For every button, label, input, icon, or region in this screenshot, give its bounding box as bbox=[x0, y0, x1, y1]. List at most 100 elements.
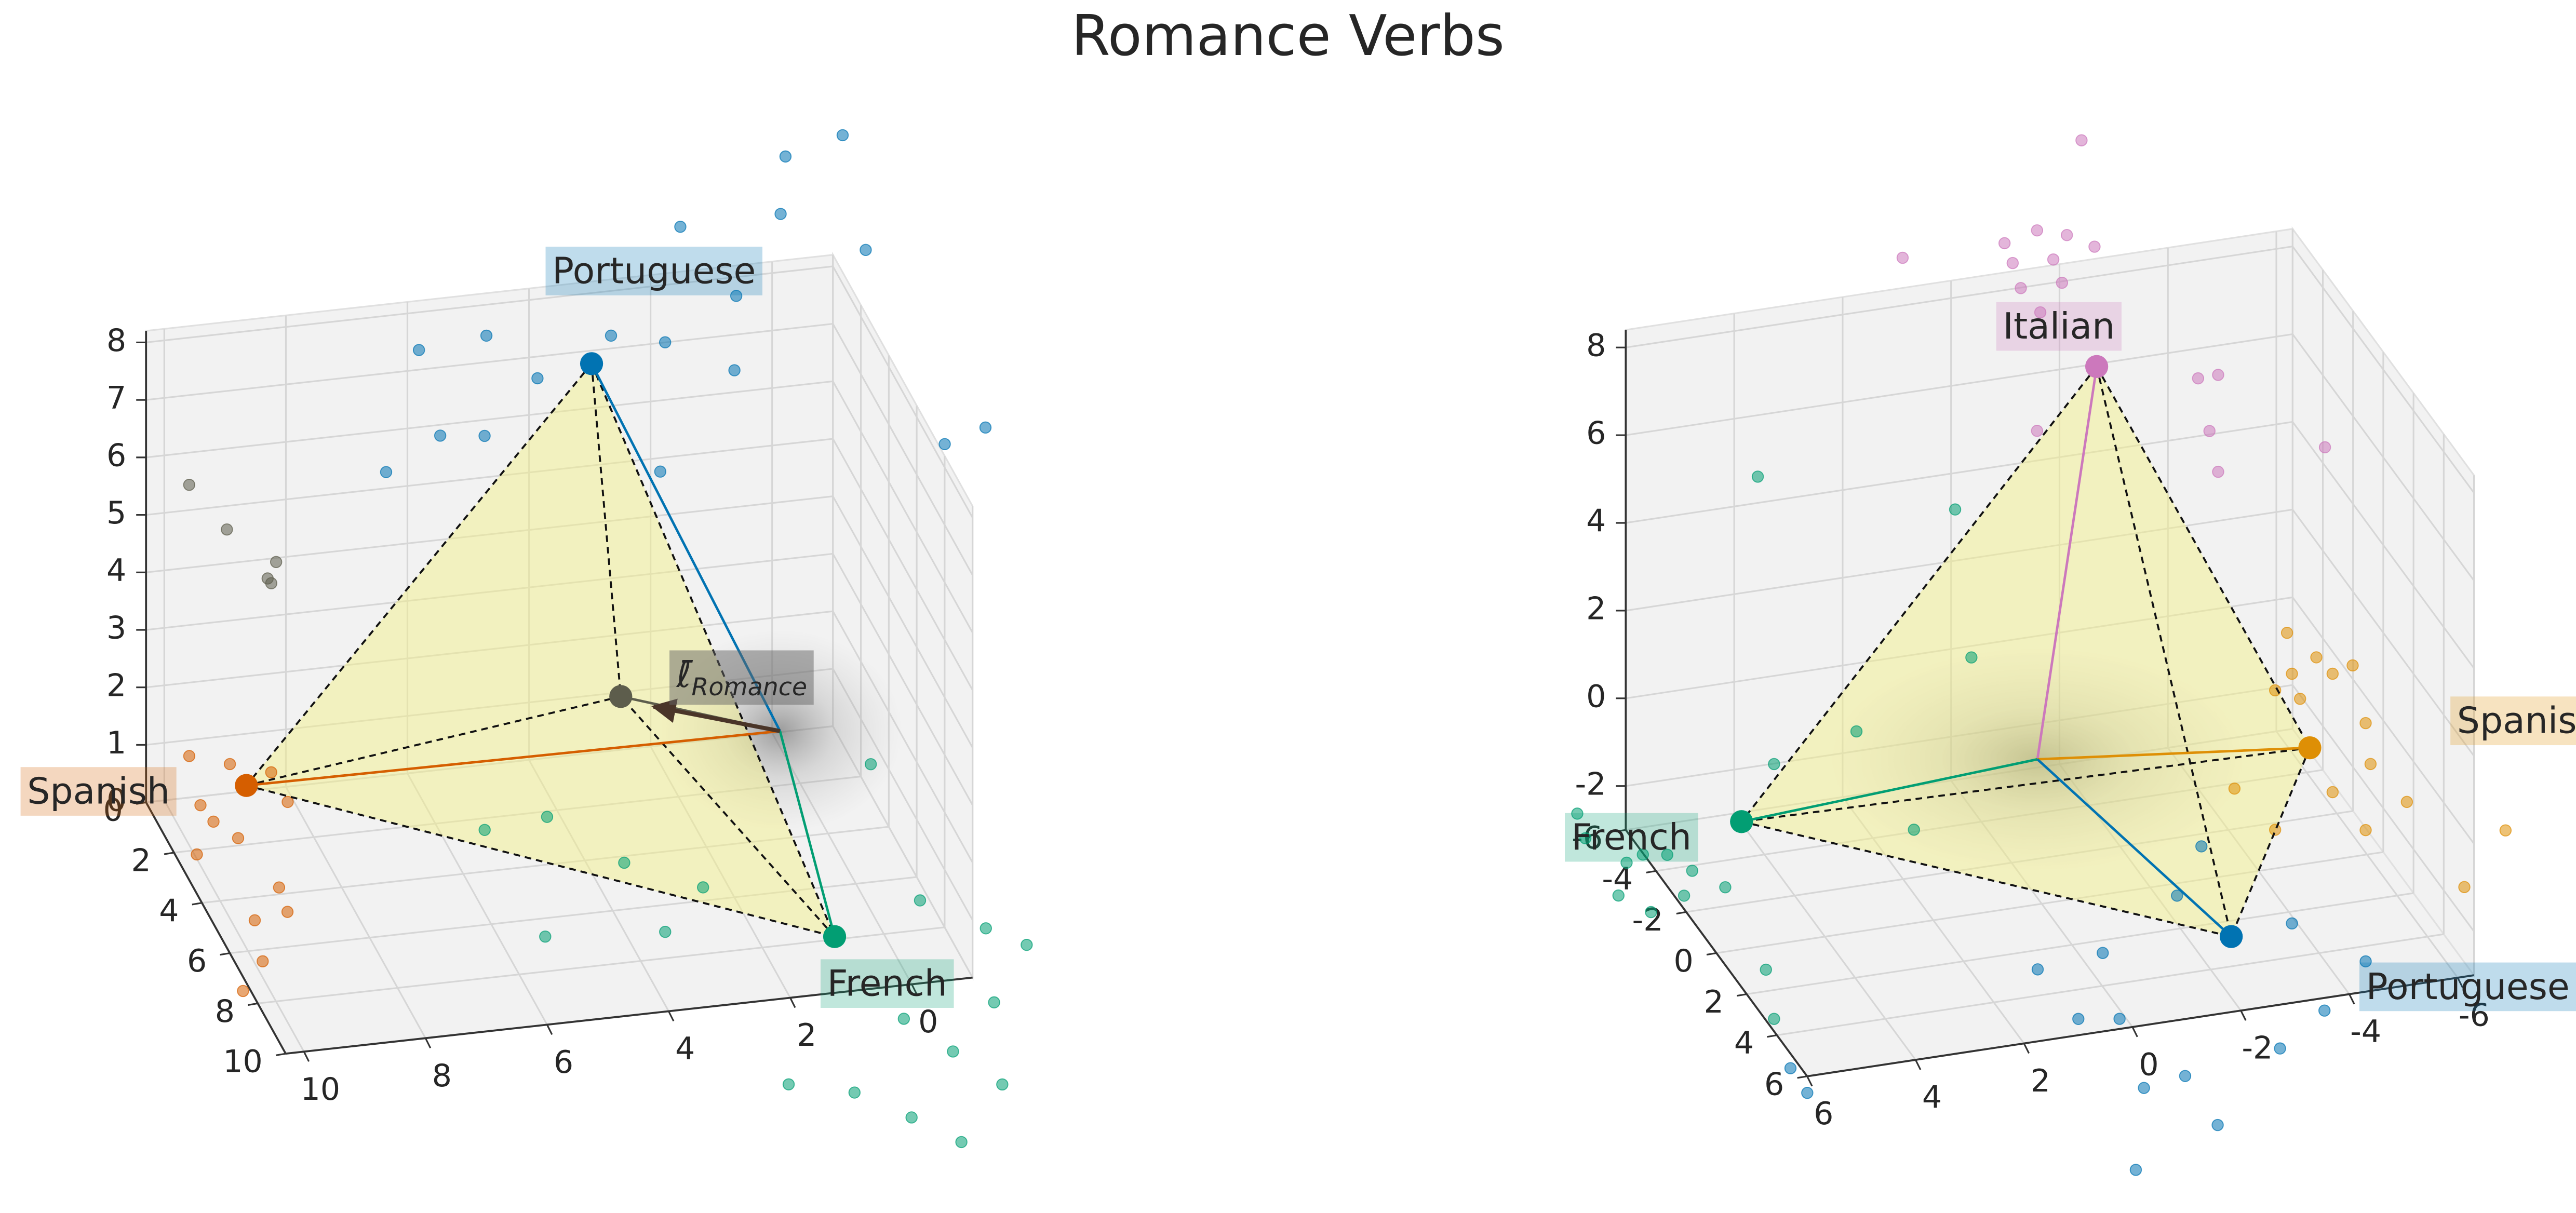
vertex-label: Spanish bbox=[27, 771, 170, 813]
z-tick-label: 1 bbox=[106, 725, 126, 761]
scatter-point bbox=[1579, 832, 1592, 845]
scatter-point bbox=[1636, 848, 1649, 861]
scatter-point bbox=[914, 894, 927, 907]
scatter-point bbox=[2228, 782, 2241, 795]
vertex-label-box bbox=[2450, 696, 2576, 746]
scatter-point bbox=[1908, 824, 1920, 836]
scatter-point bbox=[1620, 856, 1633, 869]
scatter-point bbox=[281, 906, 294, 918]
y-tick-label: 6 bbox=[187, 943, 207, 979]
scatter-point bbox=[2129, 1164, 2142, 1176]
scatter-point bbox=[836, 129, 849, 142]
scatter-point bbox=[2364, 758, 2377, 771]
scatter-point bbox=[2056, 276, 2069, 289]
x-tick-mark bbox=[303, 1051, 310, 1062]
scatter-point bbox=[697, 881, 709, 894]
scatter-point bbox=[1801, 1086, 1814, 1099]
scatter-point bbox=[2171, 889, 2183, 902]
y-tick-mark bbox=[1646, 870, 1656, 874]
scatter-point bbox=[848, 1086, 861, 1099]
y-tick-label: 2 bbox=[1704, 984, 1724, 1020]
panel: 02468100246810012345678PortugueseSpanish… bbox=[20, 129, 1033, 1149]
vertex-point bbox=[580, 352, 603, 375]
scatter-point bbox=[897, 1013, 910, 1025]
grid-line bbox=[146, 552, 833, 631]
grid-line bbox=[146, 380, 833, 459]
scatter-point bbox=[654, 465, 667, 478]
annotation-subscript: Romance bbox=[691, 673, 807, 702]
scatter-point bbox=[2359, 955, 2372, 968]
x-tick-mark bbox=[2349, 993, 2355, 1005]
z-tick-label: 4 bbox=[106, 552, 126, 589]
scatter-point bbox=[1751, 470, 1764, 483]
vertex-label: Italian bbox=[2003, 305, 2115, 347]
z-tick-label: 0 bbox=[1586, 678, 1606, 715]
scatter-point bbox=[380, 466, 393, 478]
x-tick-label: 6 bbox=[1814, 1096, 1833, 1132]
scatter-point bbox=[2113, 1013, 2126, 1025]
simplex-edge bbox=[591, 363, 836, 937]
x-tick-mark bbox=[2023, 1043, 2030, 1054]
simplex-edge bbox=[246, 784, 835, 938]
scatter-point bbox=[2326, 667, 2339, 680]
scatter-point bbox=[1949, 503, 1962, 516]
scatter-point bbox=[996, 1078, 1009, 1091]
y-tick-label: 4 bbox=[159, 893, 179, 929]
grid-line bbox=[832, 266, 974, 518]
vertex-label-box bbox=[1565, 813, 1698, 862]
x-tick-label: -4 bbox=[2350, 1014, 2381, 1050]
scatter-point bbox=[248, 914, 261, 927]
scatter-point bbox=[2006, 257, 2019, 269]
scatter-point bbox=[2269, 684, 2282, 697]
scatter-point bbox=[605, 329, 618, 342]
scatter-point bbox=[2212, 369, 2224, 381]
scatter-point bbox=[2310, 651, 2323, 664]
scatter-point bbox=[2060, 229, 2073, 241]
vertex-label: Portuguese bbox=[2366, 966, 2570, 1008]
grid-line bbox=[230, 876, 917, 954]
annotation-label: ℓ̄Romance bbox=[676, 654, 807, 702]
scatter-point bbox=[2499, 824, 2512, 837]
grid-line bbox=[1626, 596, 2293, 699]
scatter-point bbox=[1768, 1013, 1780, 1025]
vertex-label: Spanish bbox=[2457, 700, 2576, 742]
scatter-point bbox=[2326, 786, 2339, 799]
x-tick-mark bbox=[789, 997, 796, 1008]
scatter-point bbox=[265, 577, 278, 589]
simplex-edge bbox=[1741, 820, 2232, 938]
grid-line bbox=[146, 323, 833, 401]
y-tick-mark bbox=[192, 902, 203, 906]
x-tick-mark bbox=[2131, 1027, 2138, 1037]
scatter-point bbox=[478, 824, 491, 836]
scatter-point bbox=[2031, 963, 2044, 976]
vertex-point bbox=[235, 774, 258, 797]
grid-line bbox=[1626, 508, 2293, 612]
x-tick-label: -2 bbox=[2242, 1030, 2273, 1067]
simplex-edge bbox=[2096, 366, 2311, 749]
scatter-point bbox=[2286, 667, 2298, 680]
grid-line bbox=[202, 826, 889, 904]
scatter-point bbox=[207, 815, 220, 828]
x-tick-label: 8 bbox=[432, 1058, 452, 1094]
grid-line bbox=[1626, 421, 2293, 524]
scatter-point bbox=[223, 758, 236, 771]
scatter-point bbox=[2097, 947, 2109, 959]
scatter-point bbox=[1645, 906, 1657, 919]
x-tick-label: 10 bbox=[301, 1071, 340, 1108]
vertex-point bbox=[2298, 736, 2322, 760]
scatter-point bbox=[2293, 693, 2306, 705]
scatter-point bbox=[980, 922, 992, 935]
vertex-label-box bbox=[820, 959, 954, 1008]
x-tick-mark bbox=[668, 1010, 675, 1022]
grid-line bbox=[2292, 421, 2475, 669]
scatter-point bbox=[618, 856, 630, 869]
scatter-point bbox=[273, 881, 286, 894]
scatter-point bbox=[2400, 796, 2413, 808]
centroid-line bbox=[2036, 758, 2232, 938]
scatter-point bbox=[947, 1045, 959, 1058]
vertex-label: French bbox=[827, 963, 947, 1005]
y-tick-label: 10 bbox=[223, 1044, 262, 1080]
scatter-point bbox=[955, 1136, 968, 1149]
grid-line bbox=[163, 800, 305, 1053]
grid-line bbox=[2292, 246, 2475, 494]
